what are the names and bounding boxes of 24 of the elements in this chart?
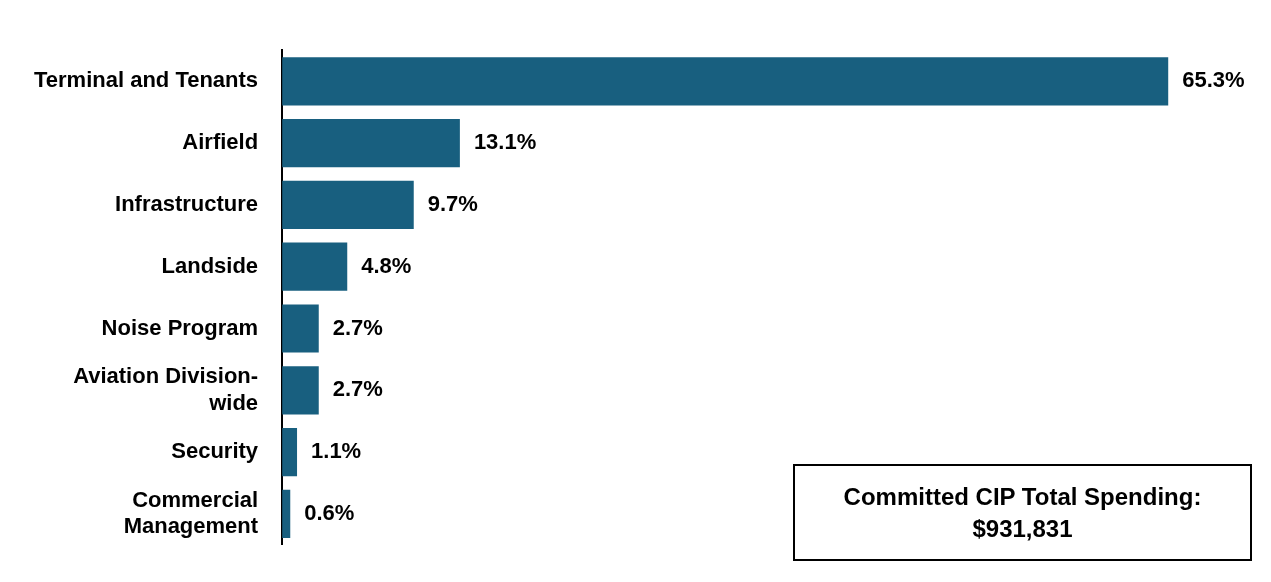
y-tick-label: Infrastructure — [115, 190, 259, 216]
data-label: 13.1% — [473, 129, 537, 155]
bar — [282, 180, 414, 229]
data-label: 65.3% — [1182, 67, 1245, 93]
bar — [282, 242, 348, 291]
data-label: 1.1% — [311, 438, 362, 464]
y-tick-label: Commercial Management — [123, 486, 259, 539]
y-tick-label: Aviation Division-wide — [73, 363, 259, 415]
bar — [282, 428, 298, 477]
y-tick-label: Noise Program — [101, 314, 259, 340]
data-label: 2.7% — [332, 376, 383, 402]
bar — [282, 304, 319, 353]
bar — [282, 366, 319, 415]
data-label: 9.7% — [427, 190, 478, 216]
data-label: 4.8% — [361, 252, 412, 278]
bar — [282, 57, 1169, 106]
y-tick-label: Landside — [161, 252, 259, 278]
data-label: 0.6% — [304, 499, 355, 525]
bar — [282, 119, 460, 168]
data-label: 2.7% — [332, 314, 383, 340]
y-tick-label: Terminal and Tenants — [33, 67, 259, 93]
y-tick-label: Security — [171, 438, 259, 464]
y-tick-label: Airfield — [182, 129, 259, 155]
note-box: Committed CIP Total Spending: $931,831 — [793, 464, 1252, 561]
